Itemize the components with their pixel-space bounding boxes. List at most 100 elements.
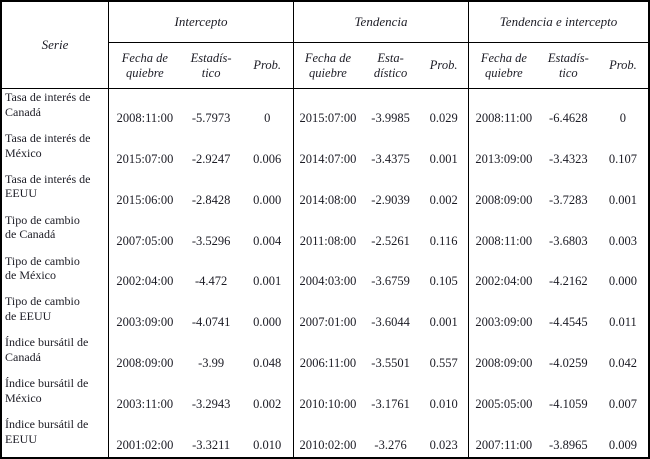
prob-value: 0.557 (429, 356, 458, 371)
prob-value: 0.000 (253, 315, 282, 330)
group-values-intercepto: 2008:09:00 -3.99 0.048 (109, 334, 294, 376)
fecha-quiebre-value: 2008:11:00 (475, 233, 533, 248)
group-values-tendencia-intercepto: 2002:04:00 -4.2162 0.000 (469, 253, 648, 294)
group-values-tendencia-intercepto: 2008:11:00 -6.4628 0 (469, 89, 648, 130)
prob-value: 0.105 (429, 274, 458, 289)
fecha-quiebre-value: 2011:08:00 (299, 233, 357, 248)
table-row: Índice bursátil de EEUU 2001:02:00 -3.3211… (2, 416, 648, 458)
fecha-quiebre-value: 2015:07:00 (299, 110, 357, 125)
group-title-tendencia: Tendencia (294, 2, 468, 43)
fecha-quiebre-value: 2007:11:00 (475, 438, 533, 453)
group-values-intercepto: 2015:06:00 -2.8428 0.000 (109, 170, 294, 212)
serie-label: Tasa de interés de Canadá (2, 89, 109, 130)
fecha-quiebre-value: 2008:11:00 (475, 110, 533, 125)
estadistico-value: -4.4545 (549, 315, 588, 330)
prob-value: 0.006 (253, 151, 282, 166)
estadistico-value: -3.6044 (371, 315, 410, 330)
prob-value: 0.116 (429, 233, 458, 248)
prob-value: 0 (619, 110, 627, 125)
prob-value: 0.009 (608, 438, 637, 453)
serie-label: Tasa de interés de EEUU (2, 170, 109, 212)
group-values-tendencia: 2010:02:00 -3.276 0.023 (294, 416, 469, 458)
group-values-tendencia-intercepto: 2013:09:00 -3.4323 0.107 (469, 130, 648, 171)
estadistico-value: -3.8965 (549, 438, 588, 453)
table-row: Tipo de cambio de EEUU 2003:09:00 -4.0741 0… (2, 293, 648, 335)
estadistico-value: -2.8428 (191, 192, 231, 207)
prob-value: 0.029 (429, 110, 458, 125)
table-row: Tasa de interés de Canadá 2008:11:00 -5.79… (2, 89, 648, 130)
group-intercepto: Intercepto Fecha de quiebre Estadís- tic… (109, 2, 294, 88)
fecha-quiebre-value: 2008:09:00 (475, 192, 533, 207)
fecha-quiebre-value: 2006:11:00 (299, 356, 357, 371)
estadistico-value: -4.2162 (549, 274, 588, 289)
group-values-intercepto: 2003:11:00 -3.2943 0.002 (109, 375, 294, 417)
estadistico-value: -6.4628 (549, 110, 588, 125)
subheader-row-tendencia-intercepto: Fecha de quiebre Estadís- tico Prob. (469, 43, 648, 88)
table-body: Tasa de interés de Canadá 2008:11:00 -5.79… (2, 89, 648, 458)
prob-value: 0.042 (608, 356, 637, 371)
prob-value: 0.002 (253, 397, 282, 412)
group-values-tendencia: 2011:08:00 -2.5261 0.116 (294, 211, 469, 253)
col-header-prob: Prob. (253, 58, 282, 73)
estadistico-value: -3.4375 (371, 151, 410, 166)
serie-label: Tipo de cambio de México (2, 252, 109, 294)
prob-value: 0.007 (608, 397, 637, 412)
table-row: Tipo de cambio de México 2002:04:00 -4.472… (2, 252, 648, 294)
group-values-tendencia: 2010:10:00 -3.1761 0.010 (294, 375, 469, 417)
prob-value: 0.003 (608, 233, 637, 248)
serie-label: Tasa de interés de México (2, 129, 109, 171)
estadistico-value: -4.0741 (191, 315, 231, 330)
col-header-prob: Prob. (429, 58, 458, 73)
estadistico-value: -3.1761 (371, 397, 410, 412)
group-values-tendencia-intercepto: 2003:09:00 -4.4545 0.011 (469, 293, 648, 334)
fecha-quiebre-value: 2002:04:00 (475, 274, 533, 289)
fecha-quiebre-value: 2010:10:00 (299, 397, 357, 412)
group-values-tendencia-intercepto: 2008:11:00 -3.6803 0.003 (469, 212, 648, 253)
col-header-fecha-quiebre: Fecha de quiebre (304, 51, 351, 80)
table-row: Índice bursátil de México 2003:11:00 -3.29… (2, 375, 648, 417)
prob-value: 0.002 (429, 192, 458, 207)
estadistico-value: -4.472 (194, 274, 228, 289)
group-values-tendencia-intercepto: 2008:09:00 -3.7283 0.001 (469, 171, 648, 212)
group-values-intercepto: 2002:04:00 -4.472 0.001 (109, 252, 294, 294)
group-values-tendencia: 2006:11:00 -3.5501 0.557 (294, 334, 469, 376)
estadistico-value: -3.4323 (549, 151, 588, 166)
group-title-tendencia-intercepto: Tendencia e intercepto (469, 2, 648, 43)
subheader-row-tendencia: Fecha de quiebre Esta- dístico Prob. (294, 43, 468, 88)
fecha-quiebre-value: 2014:08:00 (299, 192, 357, 207)
group-values-tendencia-intercepto: 2008:09:00 -4.0259 0.042 (469, 334, 648, 375)
prob-value: 0 (264, 110, 271, 125)
prob-value: 0.001 (429, 151, 458, 166)
group-values-tendencia: 2007:01:00 -3.6044 0.001 (294, 293, 469, 335)
group-values-intercepto: 2003:09:00 -4.0741 0.000 (109, 293, 294, 335)
prob-value: 0.001 (429, 315, 458, 330)
estadistico-value: -2.9247 (191, 151, 231, 166)
subheader-row-intercepto: Fecha de quiebre Estadís- tico Prob. (109, 43, 293, 88)
prob-value: 0.000 (253, 192, 282, 207)
group-values-tendencia: 2015:07:00 -3.9985 0.029 (294, 89, 469, 130)
group-tendencia-intercepto: Tendencia e intercepto Fecha de quiebre … (469, 2, 648, 88)
table-row: Índice bursátil de Canadá 2008:09:00 -3.99… (2, 334, 648, 376)
serie-label: Índice bursátil de EEUU (2, 416, 109, 458)
estadistico-value: -3.7283 (549, 192, 588, 207)
group-values-intercepto: 2007:05:00 -3.5296 0.004 (109, 211, 294, 253)
fecha-quiebre-value: 2010:02:00 (299, 438, 357, 453)
serie-label: Índice bursátil de Canadá (2, 334, 109, 376)
estadistico-value: -3.5296 (191, 233, 231, 248)
group-values-tendencia-intercepto: 2007:11:00 -3.8965 0.009 (469, 416, 648, 457)
col-header-estadistico: Estadís- tico (190, 51, 232, 80)
prob-value: 0.004 (253, 233, 282, 248)
prob-value: 0.001 (253, 274, 282, 289)
estadistico-value: -3.5501 (371, 356, 410, 371)
fecha-quiebre-value: 2008:09:00 (475, 356, 533, 371)
prob-value: 0.000 (608, 274, 637, 289)
estadistico-value: -3.99 (198, 356, 225, 371)
prob-value: 0.010 (429, 397, 458, 412)
prob-value: 0.010 (253, 438, 282, 453)
table-row: Tasa de interés de EEUU 2015:06:00 -2.8428… (2, 170, 648, 212)
col-header-prob: Prob. (609, 58, 637, 73)
table-row: Tasa de interés de México 2015:07:00 -2.92… (2, 129, 648, 171)
prob-value: 0.023 (429, 438, 458, 453)
group-values-tendencia: 2014:08:00 -2.9039 0.002 (294, 170, 469, 212)
fecha-quiebre-value: 2013:09:00 (475, 151, 533, 166)
